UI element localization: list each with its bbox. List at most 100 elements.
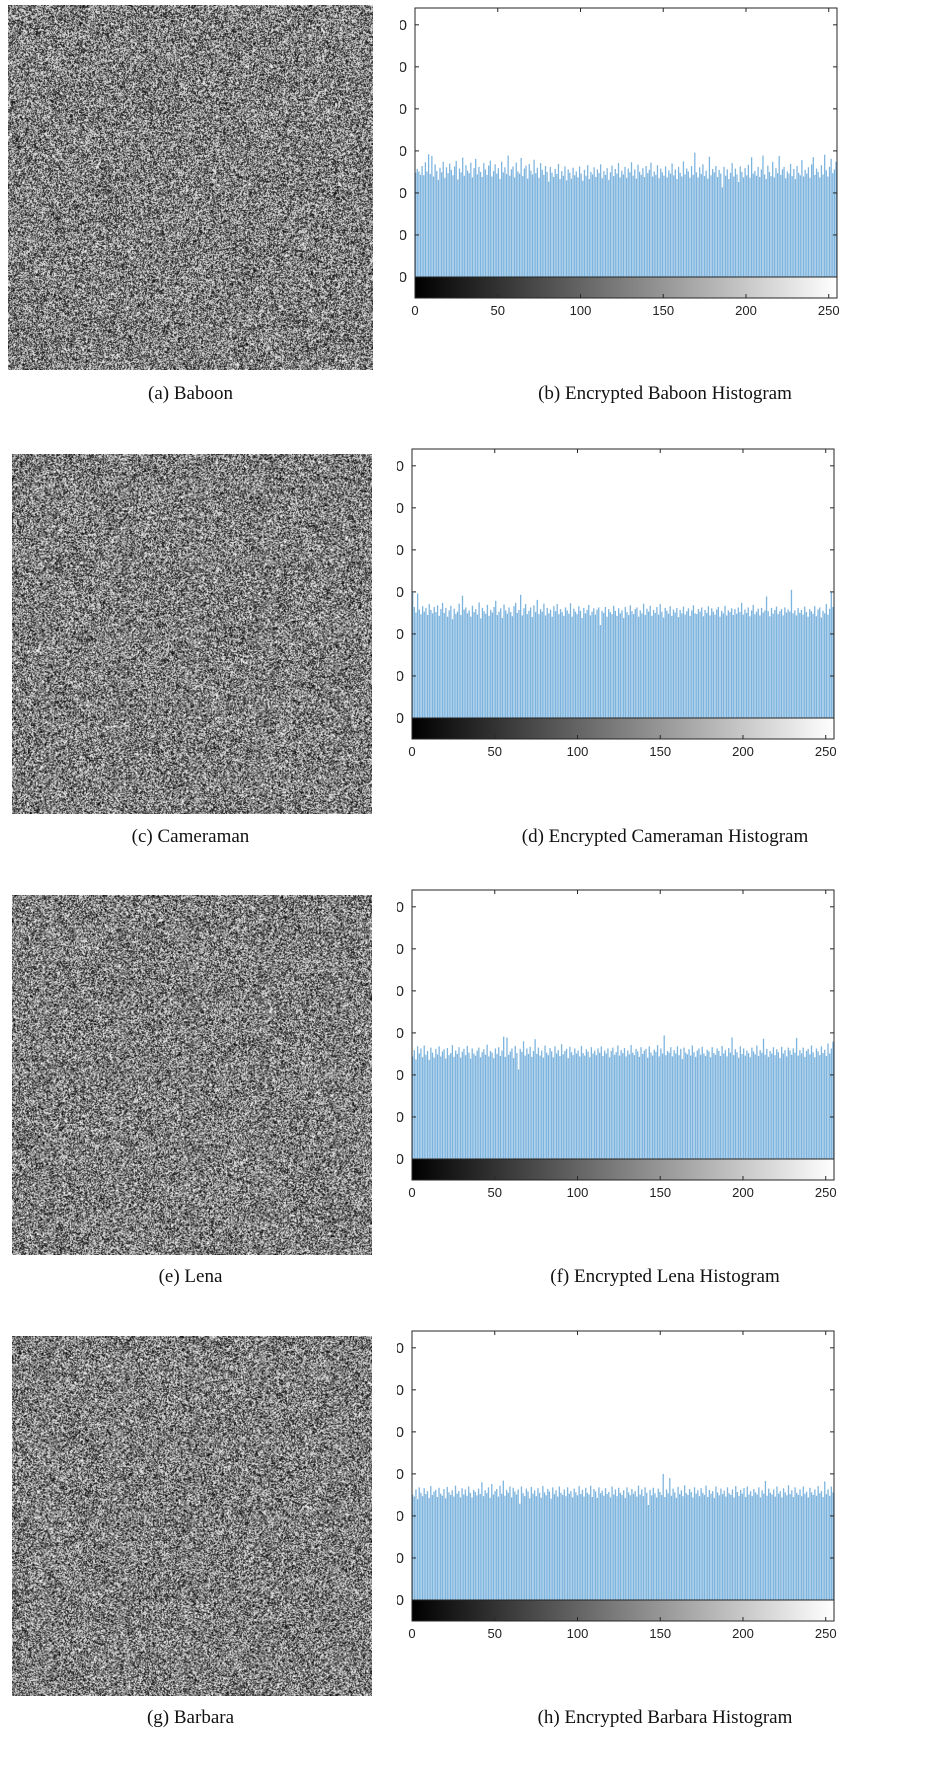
histogram-bar <box>564 1050 566 1159</box>
histogram-bar <box>794 610 796 718</box>
histogram-bar <box>429 174 431 277</box>
histogram-bar <box>714 1054 717 1159</box>
histogram-bar <box>824 1049 826 1159</box>
histogram-bar <box>586 609 588 718</box>
histogram-bar <box>762 612 764 718</box>
histogram-bar <box>642 1053 644 1159</box>
histogram-bar <box>441 602 444 718</box>
histogram-bar <box>654 612 656 718</box>
histogram-bar <box>591 1497 593 1600</box>
histogram-bar <box>787 1047 789 1159</box>
histogram-bar <box>794 1052 796 1159</box>
histogram-bar <box>455 613 457 718</box>
histogram-bar <box>804 169 806 277</box>
histogram-bar <box>415 1489 417 1600</box>
histogram-bar <box>471 1497 473 1600</box>
baboon-histogram-caption: (b) Encrypted Baboon Histogram <box>538 383 792 404</box>
histogram-bar <box>763 174 766 277</box>
histogram-bar <box>412 1056 414 1159</box>
histogram-bar <box>421 166 423 277</box>
histogram-bar <box>809 609 811 718</box>
histogram-bar <box>446 616 449 718</box>
histogram-bar <box>456 1493 458 1600</box>
histogram-bar <box>797 607 799 718</box>
histogram-bar <box>791 1490 793 1600</box>
histogram-bar <box>796 1492 798 1600</box>
histogram-bar <box>466 613 469 718</box>
histogram-bar <box>603 171 605 277</box>
histogram-bar <box>439 167 441 277</box>
histogram-bar <box>723 166 725 277</box>
histogram-bar <box>675 1053 677 1159</box>
histogram-bar <box>609 612 612 718</box>
histogram-bar <box>583 169 586 277</box>
y-tick-label: 100 <box>397 668 404 685</box>
histogram-bar <box>514 177 516 277</box>
histogram-bar <box>809 177 811 277</box>
histogram-bar <box>637 164 639 277</box>
histogram-bar <box>653 1049 655 1159</box>
histogram-bar <box>478 166 480 277</box>
histogram-bar <box>515 602 517 718</box>
histogram-bar <box>679 172 681 277</box>
histogram-bar <box>660 1048 662 1159</box>
histogram-bar <box>426 1050 429 1159</box>
histogram-bar <box>651 1055 654 1159</box>
histogram-bar <box>465 165 467 277</box>
histogram-bar <box>548 613 550 718</box>
histogram-bar <box>450 605 452 718</box>
histogram-bar <box>730 608 733 718</box>
histogram-bar <box>561 612 563 718</box>
histogram-bar <box>487 1487 490 1600</box>
histogram-bar <box>466 1045 468 1159</box>
histogram-bar <box>804 606 806 718</box>
histogram-bar <box>421 606 424 718</box>
histogram-bar <box>679 609 681 718</box>
histogram-bar <box>511 616 513 718</box>
histogram-bar <box>632 1493 635 1600</box>
y-tick-label: 0 <box>400 269 407 286</box>
histogram-bar <box>667 1493 669 1600</box>
histogram-bar <box>416 1046 419 1159</box>
histogram-bar <box>551 616 553 718</box>
histogram-bar <box>426 1491 429 1600</box>
histogram-bar <box>606 616 608 718</box>
histogram-bar <box>810 1492 813 1600</box>
cameraman-image-caption: (c) Cameraman <box>131 826 250 847</box>
histogram-bar <box>499 1056 502 1159</box>
histogram-bar <box>789 1050 791 1159</box>
histogram-bar <box>805 1491 808 1600</box>
histogram-bar <box>786 1056 788 1159</box>
histogram-bar <box>590 1047 593 1159</box>
histogram-bar <box>666 610 668 718</box>
histogram-bar <box>681 1058 684 1159</box>
histogram-bar <box>655 1497 658 1600</box>
histogram-bar <box>602 1056 604 1159</box>
histogram-bar <box>681 613 683 718</box>
histogram-bar <box>630 1045 632 1159</box>
histogram-bar <box>723 1490 725 1600</box>
histogram-bar <box>494 1048 497 1159</box>
histogram-bar <box>581 617 583 718</box>
histogram-bar <box>432 176 435 277</box>
histogram-bar <box>496 1489 498 1600</box>
histogram-bar <box>412 592 414 718</box>
histogram-bar <box>708 156 711 277</box>
histogram-bar <box>428 1059 430 1159</box>
histogram-bar <box>683 1047 685 1159</box>
histogram-bar <box>693 1052 695 1159</box>
histogram-bar <box>822 174 824 277</box>
histogram-bar <box>509 1051 511 1159</box>
histogram-bar <box>453 166 456 277</box>
histogram-bar <box>471 1048 473 1159</box>
histogram-bar <box>604 1488 607 1600</box>
histogram-bar <box>654 1493 656 1600</box>
histogram-bar <box>506 613 509 718</box>
x-tick-label: 150 <box>649 744 671 759</box>
histogram-bar <box>463 175 465 277</box>
histogram-bar <box>473 612 475 718</box>
histogram-bar <box>718 1495 720 1600</box>
histogram-bar <box>728 1048 730 1159</box>
histogram-bar <box>533 159 535 277</box>
histogram-bar <box>710 1493 712 1600</box>
